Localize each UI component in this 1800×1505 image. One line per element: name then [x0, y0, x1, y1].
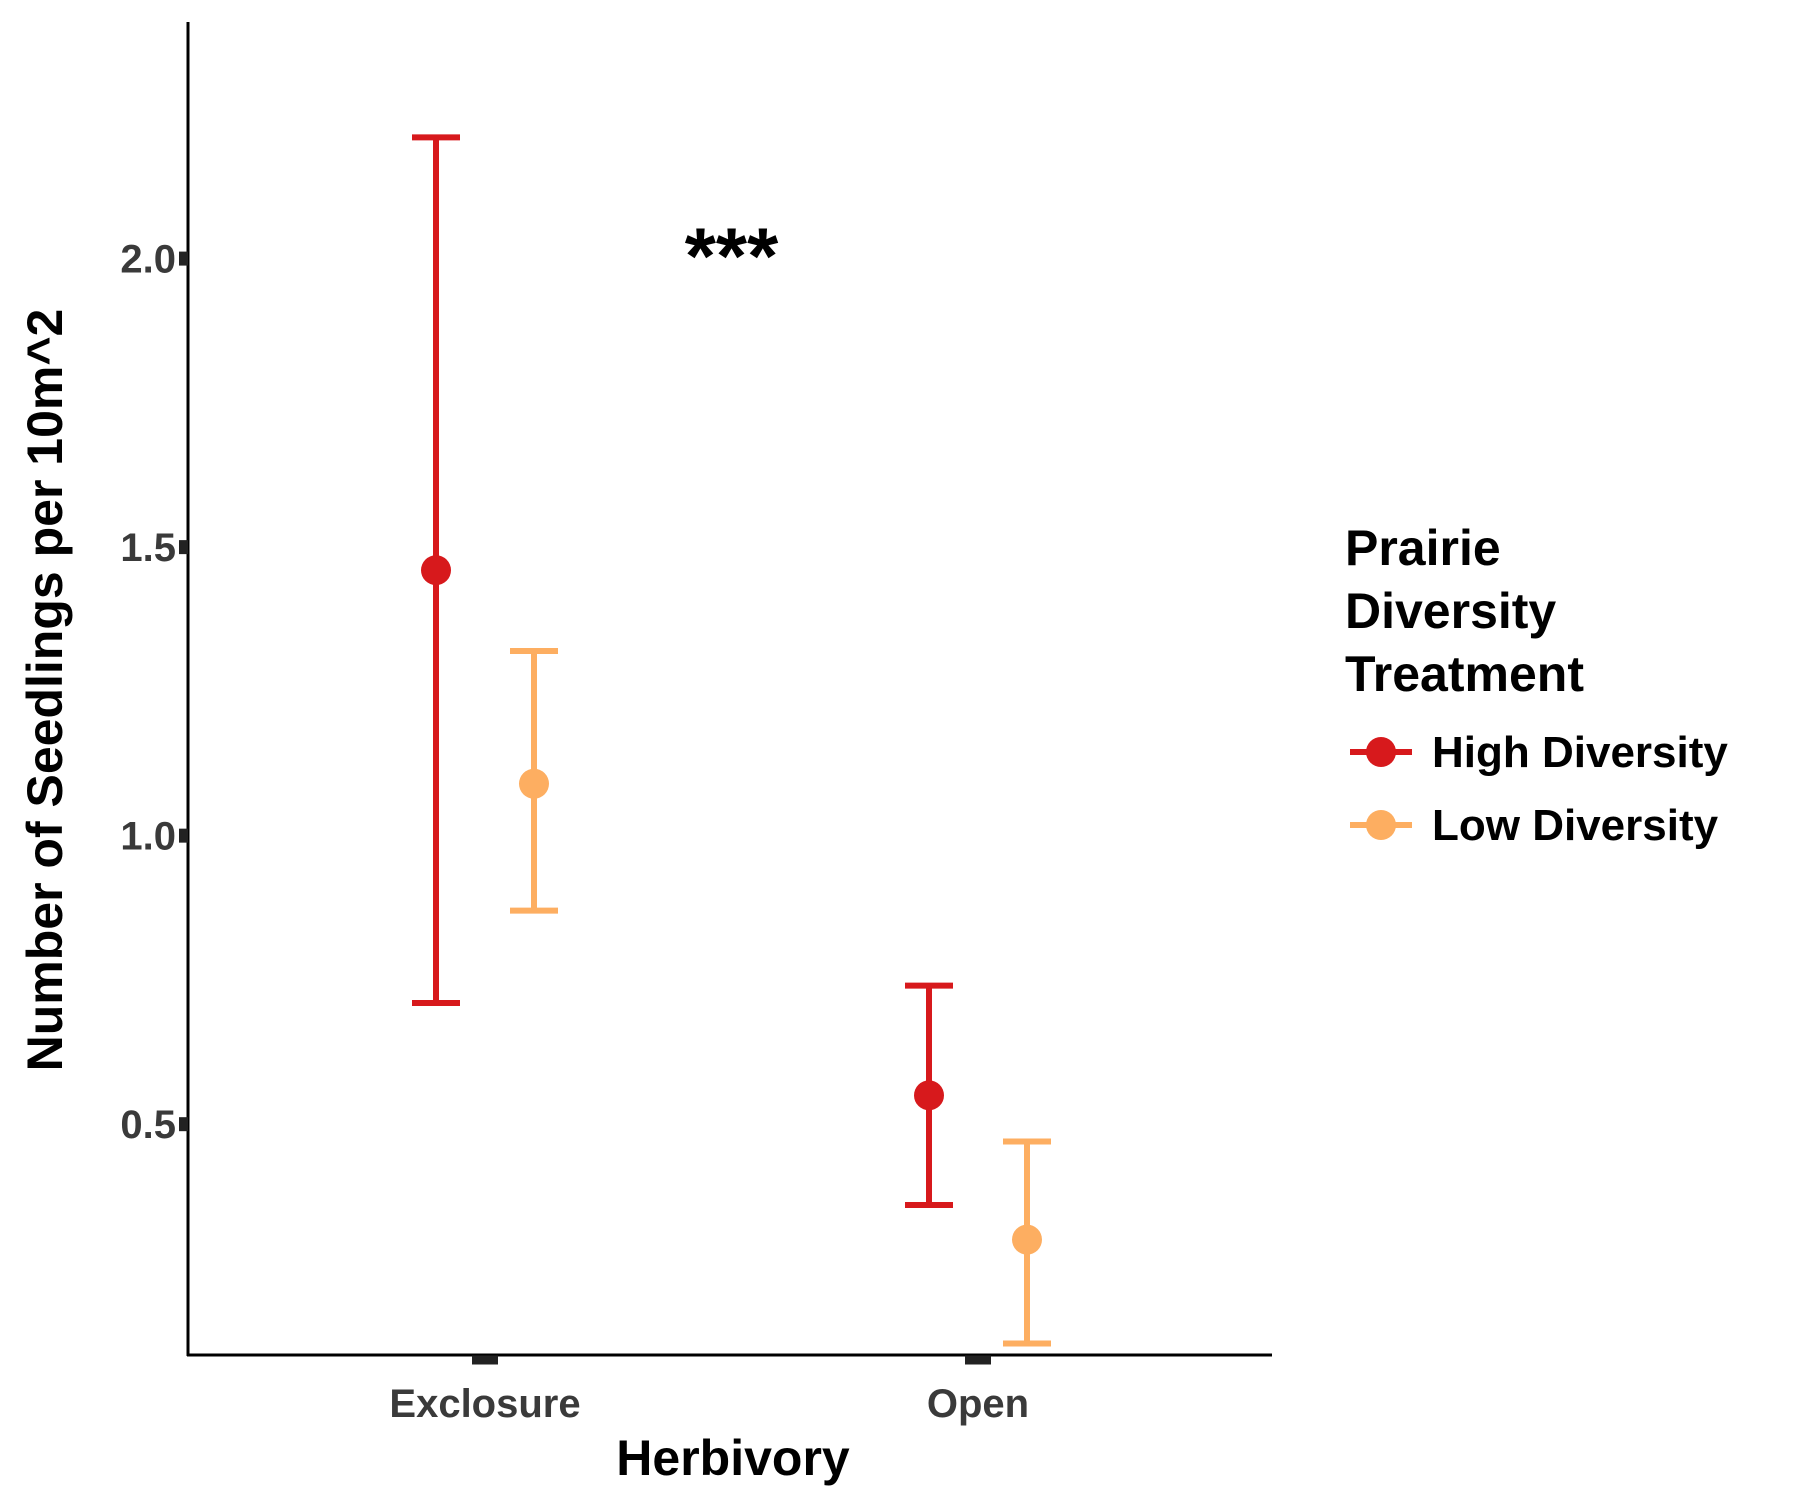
- significance-annotation: ***: [685, 212, 779, 301]
- x-axis-title: Herbivory: [616, 1430, 850, 1486]
- legend-title-line-1: Prairie: [1345, 520, 1501, 576]
- data-point: [519, 768, 549, 799]
- data-point: [1012, 1224, 1042, 1255]
- legend-label: High Diversity: [1432, 728, 1728, 777]
- legend-key-point: [1366, 810, 1396, 840]
- data-point: [421, 555, 451, 586]
- y-tick-label: 1.0: [120, 815, 176, 859]
- legend-key-point: [1366, 737, 1396, 767]
- legend-label: Low Diversity: [1432, 801, 1719, 850]
- legend-title-line-2: Diversity: [1345, 583, 1556, 639]
- y-tick-label: 1.5: [120, 526, 176, 570]
- y-tick-label: 2.0: [120, 238, 176, 282]
- x-tick-label: Exclosure: [389, 1382, 580, 1426]
- data-point: [914, 1080, 944, 1111]
- x-tick-label: Open: [927, 1382, 1029, 1426]
- y-tick-label: 0.5: [120, 1103, 176, 1147]
- y-axis-title: Number of Seedlings per 10m^2: [17, 309, 73, 1072]
- legend-title-line-3: Treatment: [1345, 646, 1584, 702]
